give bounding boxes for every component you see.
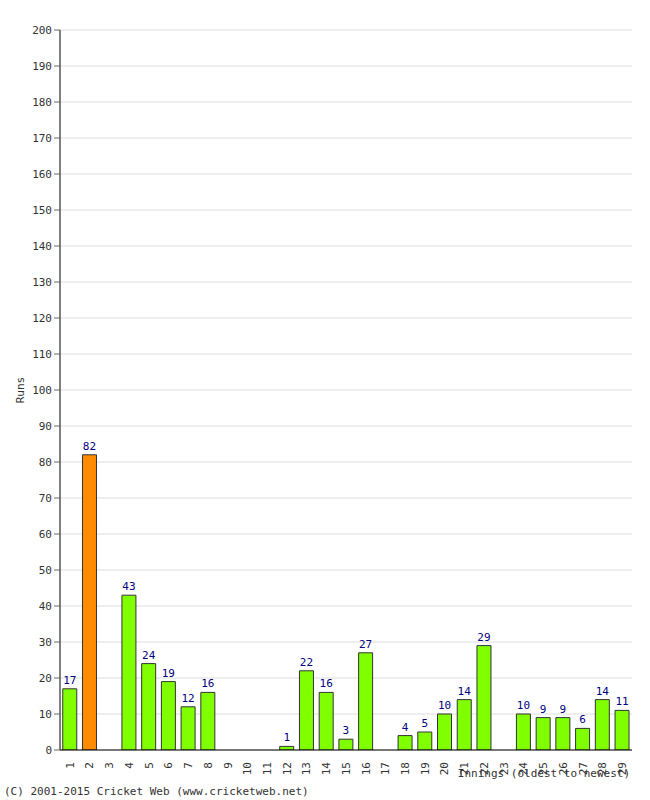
svg-text:22: 22 [300, 656, 313, 669]
svg-text:16: 16 [360, 762, 373, 775]
svg-text:5: 5 [143, 762, 156, 769]
svg-text:1: 1 [64, 762, 77, 769]
svg-text:70: 70 [39, 492, 52, 505]
svg-text:0: 0 [45, 744, 52, 757]
svg-text:20: 20 [438, 762, 451, 775]
svg-text:19: 19 [419, 762, 432, 775]
svg-text:19: 19 [162, 667, 175, 680]
svg-text:12: 12 [281, 762, 294, 775]
svg-text:6: 6 [162, 762, 175, 769]
svg-text:29: 29 [477, 631, 490, 644]
svg-text:18: 18 [399, 762, 412, 775]
svg-text:90: 90 [39, 420, 52, 433]
svg-text:3: 3 [343, 724, 350, 737]
svg-text:13: 13 [300, 762, 313, 775]
svg-text:1: 1 [283, 731, 290, 744]
svg-text:14: 14 [458, 685, 472, 698]
svg-text:3: 3 [103, 762, 116, 769]
svg-text:100: 100 [32, 384, 52, 397]
svg-text:40: 40 [39, 600, 52, 613]
svg-text:12: 12 [181, 692, 194, 705]
svg-text:9: 9 [540, 703, 547, 716]
svg-text:30: 30 [39, 636, 52, 649]
svg-text:10: 10 [517, 699, 530, 712]
svg-text:14: 14 [320, 762, 333, 776]
svg-text:82: 82 [83, 440, 96, 453]
svg-text:4: 4 [402, 721, 409, 734]
svg-text:130: 130 [32, 276, 52, 289]
svg-text:27: 27 [359, 638, 372, 651]
svg-text:160: 160 [32, 168, 52, 181]
html-text:Innings (oldest to newest): Innings (oldest to newest) [457, 767, 630, 780]
svg-text:9: 9 [560, 703, 567, 716]
svg-text:43: 43 [122, 580, 135, 593]
svg-text:8: 8 [202, 762, 215, 769]
svg-text:200: 200 [32, 24, 52, 37]
svg-text:7: 7 [182, 762, 195, 769]
svg-text:140: 140 [32, 240, 52, 253]
svg-text:10: 10 [39, 708, 52, 721]
svg-text:15: 15 [340, 762, 353, 775]
svg-text:170: 170 [32, 132, 52, 145]
svg-text:17: 17 [379, 762, 392, 775]
svg-text:60: 60 [39, 528, 52, 541]
svg-text:180: 180 [32, 96, 52, 109]
svg-text:14: 14 [596, 685, 610, 698]
svg-text:50: 50 [39, 564, 52, 577]
svg-text:150: 150 [32, 204, 52, 217]
svg-text:120: 120 [32, 312, 52, 325]
svg-text:2: 2 [83, 762, 96, 769]
html-text:(C) 2001-2015 Cricket Web (www: (C) 2001-2015 Cricket Web (www.cricketwe… [4, 785, 309, 798]
svg-text:24: 24 [142, 649, 156, 662]
svg-text:110: 110 [32, 348, 52, 361]
svg-text:5: 5 [421, 717, 428, 730]
svg-text:10: 10 [241, 762, 254, 775]
svg-text:6: 6 [579, 713, 586, 726]
svg-text:9: 9 [222, 762, 235, 769]
svg-text:190: 190 [32, 60, 52, 73]
svg-text:16: 16 [201, 677, 214, 690]
svg-text:4: 4 [123, 762, 136, 769]
svg-text:11: 11 [261, 762, 274, 775]
svg-text:11: 11 [615, 695, 628, 708]
svg-text:10: 10 [438, 699, 451, 712]
svg-text:Runs: Runs [14, 377, 27, 404]
svg-text:16: 16 [320, 677, 333, 690]
svg-text:80: 80 [39, 456, 52, 469]
svg-text:17: 17 [63, 674, 76, 687]
svg-text:20: 20 [39, 672, 52, 685]
